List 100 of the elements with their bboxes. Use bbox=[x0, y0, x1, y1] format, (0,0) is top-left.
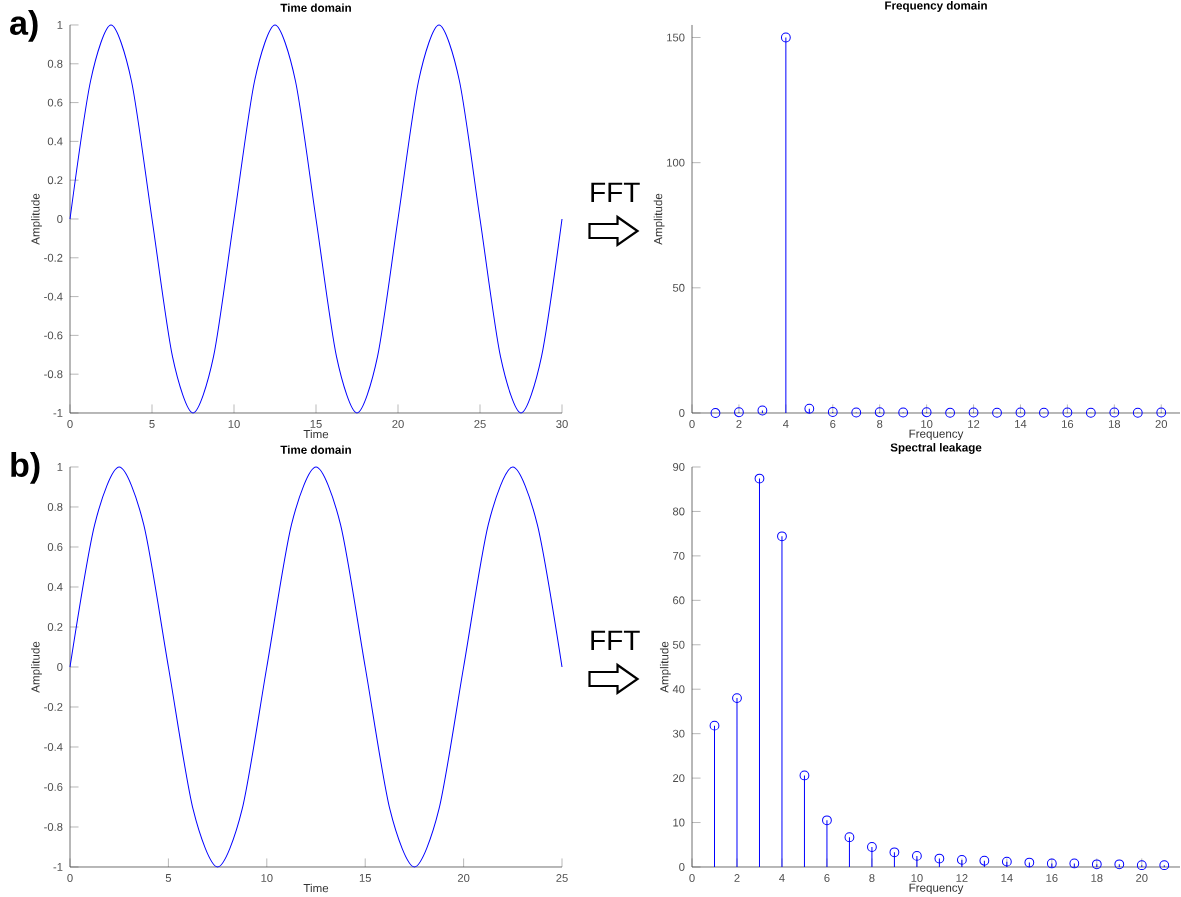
point bbox=[777, 531, 787, 542]
y-tick-label: -0.4 bbox=[44, 743, 63, 751]
y-tick-label: -0.2 bbox=[44, 703, 63, 711]
point bbox=[1024, 857, 1035, 868]
x-tick-label: 20 bbox=[1155, 420, 1168, 428]
text: a) bbox=[10, 10, 38, 42]
x-tick-label: 2 bbox=[734, 874, 740, 882]
point bbox=[1114, 859, 1125, 870]
point bbox=[874, 407, 885, 418]
point bbox=[979, 855, 990, 866]
y-tick-label: 0 bbox=[679, 409, 685, 417]
y-tick-label: 0 bbox=[57, 215, 63, 223]
point bbox=[734, 407, 744, 418]
point bbox=[1001, 856, 1012, 867]
point bbox=[898, 407, 909, 418]
point bbox=[1039, 407, 1049, 418]
point bbox=[889, 847, 900, 858]
point bbox=[1091, 859, 1102, 870]
y-tick-label: 1 bbox=[57, 21, 63, 29]
x-tick-label: 8 bbox=[869, 874, 875, 882]
x-tick-label: 4 bbox=[779, 874, 785, 882]
x-tick-label: 12 bbox=[968, 420, 980, 428]
line-series bbox=[69, 466, 563, 868]
point bbox=[757, 405, 768, 416]
point bbox=[945, 407, 955, 418]
x-tick-label: 20 bbox=[392, 420, 404, 428]
point bbox=[1109, 407, 1120, 418]
line-series bbox=[69, 24, 563, 414]
y-tick-label: 150 bbox=[667, 33, 685, 42]
y-tick-label: 0.8 bbox=[47, 59, 63, 68]
y-tick-label: 10 bbox=[673, 818, 685, 827]
point bbox=[780, 32, 791, 43]
point bbox=[934, 853, 945, 864]
x-axis-title: Time bbox=[303, 883, 329, 893]
y-tick-label: 0 bbox=[679, 863, 685, 871]
x-axis-title: Frequency bbox=[909, 429, 964, 441]
y-tick-label: 0.2 bbox=[47, 176, 63, 185]
y-tick-label: -0.8 bbox=[44, 370, 63, 379]
x-tick-label: 6 bbox=[830, 420, 836, 428]
point bbox=[992, 407, 1002, 418]
y-tick-label: 20 bbox=[673, 774, 685, 783]
y-tick-label: 70 bbox=[673, 551, 685, 560]
x-tick-label: 5 bbox=[165, 874, 172, 882]
chart-title: Time domain bbox=[280, 3, 351, 12]
point bbox=[732, 693, 742, 703]
x-tick-label: 0 bbox=[689, 874, 695, 882]
x-tick-label: 12 bbox=[956, 874, 968, 882]
y-tick-label: 100 bbox=[667, 158, 685, 167]
point bbox=[956, 854, 967, 865]
y-tick-label: -0.8 bbox=[44, 823, 63, 831]
y-axis-title: Amplitude bbox=[31, 193, 42, 245]
y-tick-label: 50 bbox=[672, 283, 685, 292]
x-tick-label: 14 bbox=[1015, 420, 1027, 428]
x-tick-label: 30 bbox=[556, 420, 568, 428]
x-tick-label: 10 bbox=[911, 874, 923, 882]
point bbox=[867, 842, 877, 852]
point bbox=[710, 408, 721, 418]
point bbox=[912, 850, 922, 861]
y-tick-label: -0.6 bbox=[44, 783, 63, 791]
text: FFT bbox=[591, 182, 640, 202]
x-tick-label: 0 bbox=[689, 420, 695, 428]
y-tick-label: 0.4 bbox=[47, 137, 63, 146]
point bbox=[827, 407, 838, 417]
x-tick-label: 16 bbox=[1046, 874, 1058, 882]
y-tick-label: 90 bbox=[673, 463, 685, 471]
x-tick-label: 0 bbox=[67, 420, 73, 428]
point bbox=[1069, 858, 1080, 869]
y-tick-label: 30 bbox=[672, 729, 685, 738]
x-tick-label: 10 bbox=[261, 874, 273, 882]
point bbox=[709, 720, 720, 731]
y-tick-label: 0.6 bbox=[47, 98, 63, 107]
y-tick-label: 0.2 bbox=[47, 623, 63, 631]
x-tick-label: 2 bbox=[736, 420, 742, 428]
x-tick-label: 4 bbox=[782, 420, 789, 428]
x-tick-label: 20 bbox=[1136, 874, 1148, 882]
point bbox=[1062, 407, 1073, 418]
x-tick-label: 15 bbox=[359, 874, 371, 882]
point bbox=[754, 473, 765, 484]
y-tick-label: 0.8 bbox=[47, 503, 63, 511]
x-tick-label: 6 bbox=[824, 874, 830, 882]
y-tick-label: 40 bbox=[672, 685, 685, 694]
y-tick-label: -0.4 bbox=[44, 292, 63, 301]
y-tick-label: -0.6 bbox=[44, 331, 63, 340]
point bbox=[968, 407, 979, 418]
y-tick-label: 60 bbox=[673, 596, 685, 605]
point bbox=[822, 815, 832, 826]
point bbox=[1159, 860, 1170, 871]
chart-title: Frequency domain bbox=[885, 1, 987, 12]
x-tick-label: 10 bbox=[228, 420, 240, 428]
y-tick-label: 0.4 bbox=[47, 583, 63, 591]
point bbox=[1132, 407, 1143, 418]
x-tick-label: 20 bbox=[457, 874, 470, 882]
y-tick-label: 1 bbox=[57, 463, 63, 471]
point bbox=[1046, 858, 1057, 869]
y-tick-label: 0.6 bbox=[47, 543, 63, 551]
point bbox=[804, 403, 815, 414]
x-tick-label: 0 bbox=[67, 874, 73, 882]
y-tick-label: 0 bbox=[57, 663, 63, 671]
x-axis-title: Time bbox=[303, 429, 329, 439]
y-tick-label: -1 bbox=[53, 409, 63, 417]
